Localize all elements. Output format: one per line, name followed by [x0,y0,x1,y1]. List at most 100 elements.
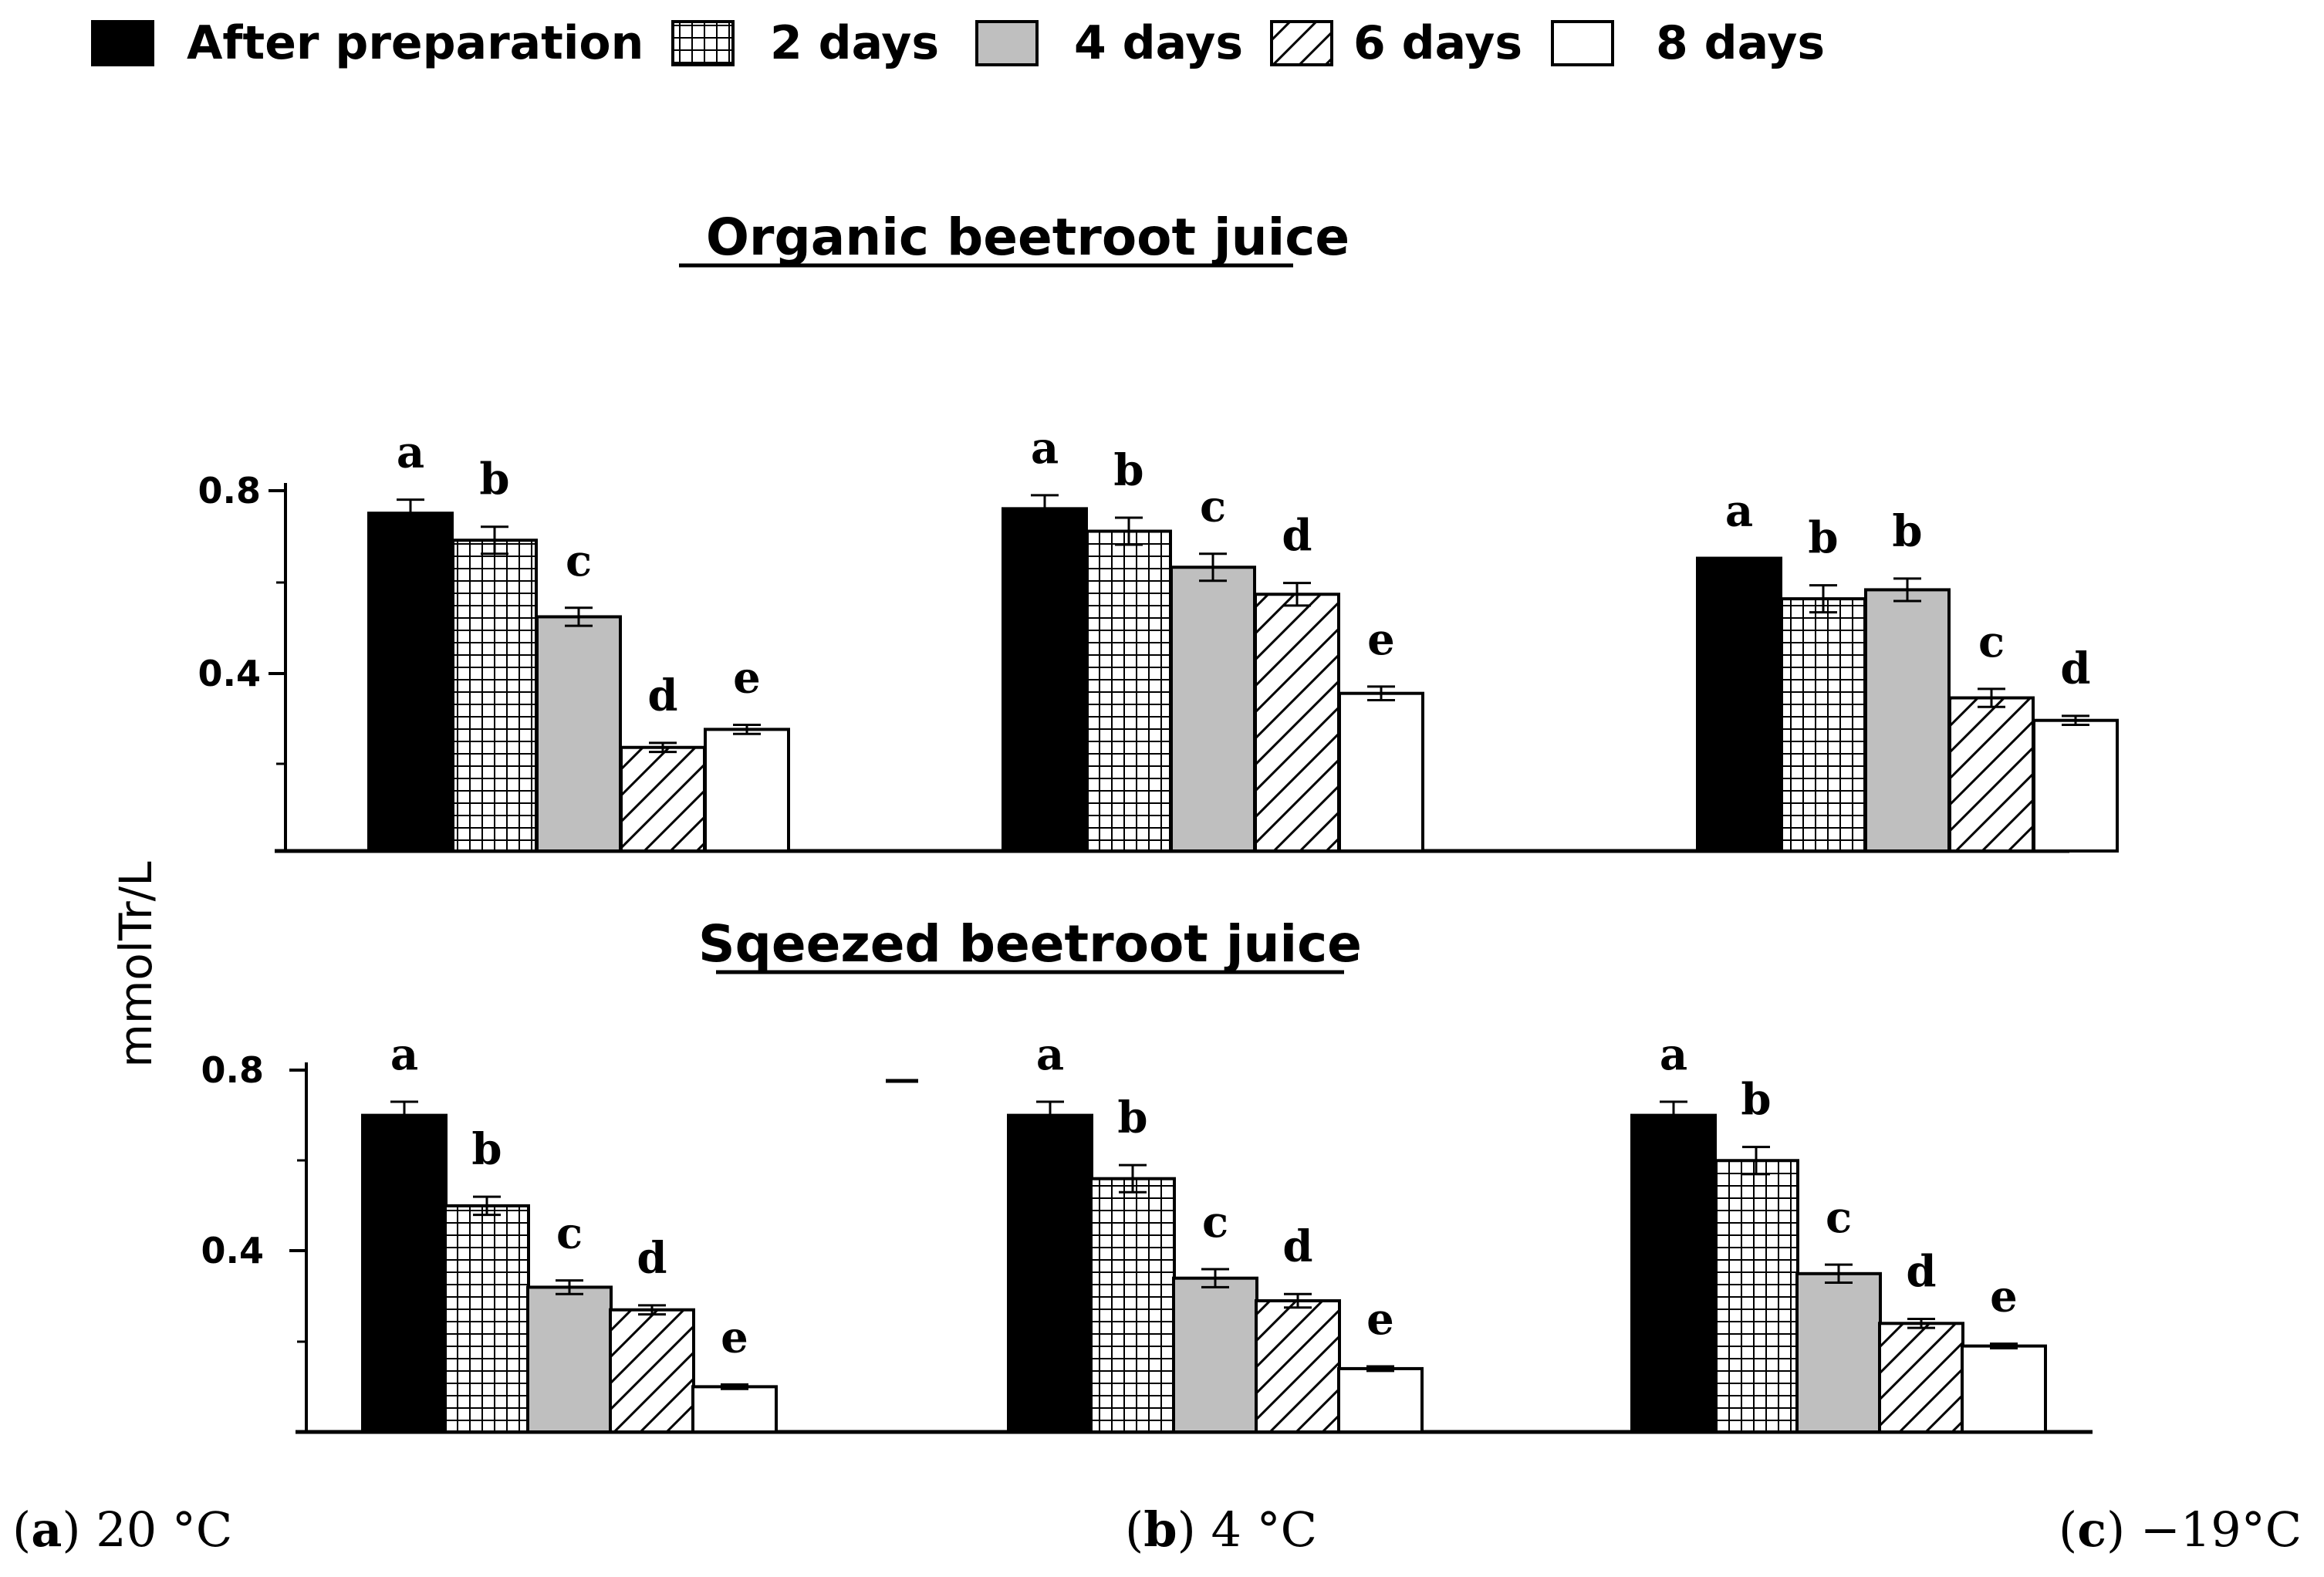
bar-hatch [1948,696,2035,853]
bar-white [1961,1344,2047,1434]
caption-paren-close: ) [62,1501,80,1558]
bar-gray [1170,566,1256,853]
significance-letter: d [1282,511,1312,562]
legend: After preparation 2 days 4 days 6 days 8 day… [91,16,1825,70]
significance-letter: b [479,454,509,505]
bar-grid [1089,1177,1176,1433]
caption-paren-close: ) [1177,1501,1196,1558]
bar-black [361,1113,448,1433]
significance-letter: c [566,535,592,586]
caption-paren-open: ( [2059,1501,2077,1558]
bar-gray [1795,1271,1882,1433]
caption-text: 20 °C [81,1501,233,1558]
significance-letter: b [471,1124,502,1175]
bar-white [704,728,790,853]
legend-label: 6 days [1353,16,1522,70]
significance-letter: a [1725,486,1753,537]
bar-black [1696,556,1782,853]
caption-a: (a) 20 °C [12,1501,232,1558]
significance-letter: a [1031,423,1059,474]
bar-hatch [1878,1322,1964,1434]
bar-group-1: a b c d e [367,427,790,853]
significance-letter: c [1826,1192,1852,1243]
bar-gray [1864,588,1951,853]
chart-panels: Organic beetroot juice 0.8 0.4 a b c d e a b c d e a b… [110,208,2119,1434]
significance-letter: c [1200,481,1226,532]
bar-black [1002,507,1088,853]
caption-letter: a [31,1501,62,1558]
chart-panel-1: Organic beetroot juice 0.8 0.4 a b c d e a b c d e a b… [198,208,2119,853]
caption-c: (c) −19°C [2059,1501,2302,1558]
significance-letter: b [1892,506,1922,557]
y-tick-label: 0.8 [198,470,262,512]
y-tick-label: 0.4 [198,653,262,694]
chart-title: Sqeezed beetroot juice [698,914,1362,974]
significance-letter: c [1978,616,2005,667]
caption-paren-open: ( [12,1501,31,1558]
bar-grid [1086,529,1172,853]
significance-letter: c [1202,1197,1228,1248]
bar-hatch [609,1308,695,1434]
significance-letter: c [556,1208,583,1259]
caption-letter: b [1143,1501,1177,1558]
legend-label: 8 days [1656,16,1825,70]
bar-group-2: a b c d e [1002,423,1424,853]
significance-letter: a [397,427,424,478]
bar-group-3: a b c d e [1630,1029,2047,1434]
bar-grid [1780,597,1866,853]
y-tick-label: 0.4 [201,1230,265,1271]
significance-letter: e [721,1312,748,1363]
bar-grid [1713,1159,1799,1433]
significance-letter: d [1282,1221,1312,1272]
legend-swatch-white [1551,20,1614,66]
bar-gray [526,1285,613,1434]
bar-grid [451,539,538,853]
caption-b: (b) 4 °C [1125,1501,1317,1558]
bar-white [2032,718,2119,853]
bar-gray [535,615,622,853]
legend-label: After preparation [187,16,643,70]
caption-text: 4 °C [1196,1501,1317,1558]
significance-letter: d [637,1233,667,1284]
y-axis-label: mmolTr/L [110,861,162,1067]
significance-letter: a [390,1029,418,1080]
significance-letter: e [1990,1271,2018,1322]
legend-swatch-gray [975,20,1039,66]
bar-white [1338,691,1424,853]
bar-group-2: a b c d e [1007,1029,1424,1434]
legend-swatch-hatch [1270,20,1333,66]
significance-letter: a [1036,1029,1064,1080]
legend-label: 4 days [1074,16,1243,70]
y-tick-label: 0.8 [201,1049,265,1091]
bar-black [1630,1113,1717,1433]
significance-letter: b [1741,1075,1771,1126]
bar-hatch [1255,1298,1341,1434]
panel-captions: (a) 20 °C (b) 4 °C (c) −19°C [12,1501,2302,1558]
caption-paren-close: ) [2106,1501,2125,1558]
bar-white [691,1385,778,1433]
significance-letter: a [1660,1029,1687,1080]
chart-panel-2: Sqeezed beetroot juice 0.8 0.4 a b c d e a b c d e a b… [201,914,2093,1434]
significance-letter: e [1367,614,1395,665]
bar-group-1: a b c d e [361,1029,778,1434]
significance-letter: b [1808,513,1838,564]
bar-hatch [1254,593,1340,853]
significance-letter: b [1117,1092,1147,1143]
legend-swatch-grid [671,20,735,66]
bar-white [1337,1366,1424,1434]
significance-letter: d [1906,1246,1936,1297]
bar-hatch [620,745,706,853]
caption-text: −19°C [2125,1501,2302,1558]
caption-letter: c [2077,1501,2106,1558]
bar-black [1007,1113,1093,1433]
bar-group-3: a b b c d [1696,486,2119,853]
legend-swatch-black [91,20,154,66]
significance-letter: b [1113,445,1143,496]
bar-black [367,512,454,853]
caption-paren-open: ( [1125,1501,1143,1558]
significance-letter: e [1366,1294,1394,1345]
bar-gray [1172,1276,1258,1434]
legend-label: 2 days [770,16,939,70]
significance-letter: d [2060,643,2090,694]
